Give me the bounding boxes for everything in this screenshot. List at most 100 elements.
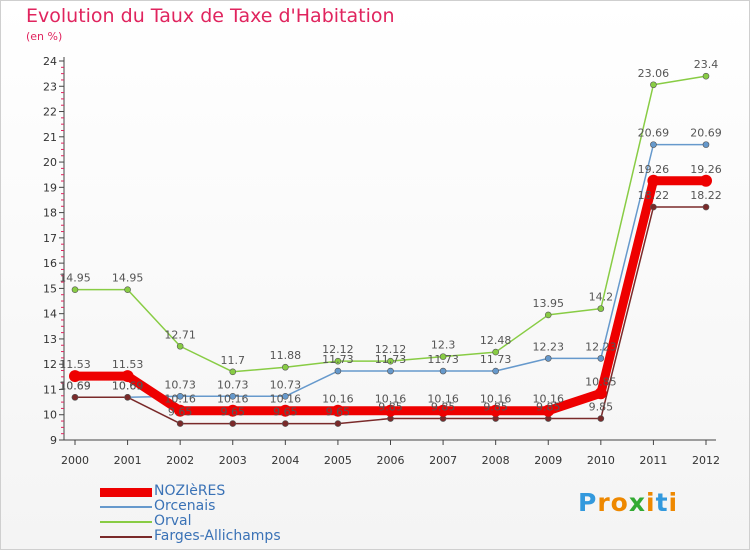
data-label: 9.85	[589, 401, 614, 414]
data-point	[331, 404, 344, 417]
data-point	[176, 420, 184, 427]
y-tick-label: 21	[43, 131, 57, 144]
data-point	[542, 404, 555, 417]
data-point	[279, 404, 292, 417]
legend-label: NOZIèRES	[154, 483, 226, 499]
series-points	[69, 72, 712, 427]
data-label: 12.71	[164, 328, 196, 341]
data-point	[702, 141, 710, 148]
data-label: 20.69	[638, 127, 670, 140]
data-point	[492, 367, 499, 375]
y-tick-label: 24	[43, 55, 57, 68]
data-point	[71, 393, 79, 401]
data-point	[702, 203, 710, 211]
y-tick-label: 18	[43, 207, 57, 220]
data-label: 14.95	[59, 272, 91, 285]
y-tick-label: 9	[50, 434, 57, 447]
data-label: 9.85	[536, 401, 561, 414]
data-label: 12.23	[533, 340, 565, 353]
proxiti-logo: Proxiti	[578, 488, 678, 517]
data-label: 10.73	[217, 378, 249, 391]
data-point	[229, 392, 237, 400]
y-tick-label: 10	[43, 409, 57, 422]
logo-letter: r	[597, 488, 611, 517]
data-label: 10.16	[217, 393, 249, 406]
data-point	[597, 415, 605, 422]
x-tick-label: 2006	[377, 454, 405, 467]
data-point	[174, 404, 187, 417]
data-label: 11.73	[480, 353, 512, 366]
data-label: 11.53	[59, 358, 91, 371]
x-tick-label: 2005	[324, 454, 352, 467]
data-label: 11.88	[270, 349, 302, 362]
legend-swatch	[100, 521, 152, 523]
legend-label: Orcenais	[154, 498, 216, 514]
logo-letter: i	[646, 488, 656, 517]
logo-letter: x	[628, 488, 646, 517]
data-label: 20.69	[690, 127, 722, 140]
data-label: 11.73	[427, 353, 459, 366]
data-point	[69, 370, 81, 383]
x-tick-label: 2000	[61, 454, 89, 467]
x-tick-label: 2010	[587, 454, 615, 467]
data-point	[387, 367, 394, 375]
data-label: 14.95	[112, 272, 144, 285]
data-point	[334, 367, 342, 375]
data-label: 12.12	[375, 343, 407, 356]
y-tick-label: 17	[43, 232, 57, 245]
data-point	[647, 174, 660, 187]
data-label: 12.12	[322, 343, 354, 356]
data-label: 23.06	[638, 67, 670, 80]
y-tick-label: 19	[43, 181, 57, 194]
data-label: 19.26	[638, 163, 670, 176]
data-label: 10.85	[585, 375, 617, 388]
data-label: 9.85	[431, 401, 456, 414]
data-point	[71, 286, 79, 293]
data-label: 12.23	[585, 340, 617, 353]
y-tick-label: 23	[43, 80, 57, 93]
data-label: 13.95	[533, 297, 565, 310]
legend-swatch	[100, 506, 152, 508]
data-point	[650, 141, 657, 148]
data-label: 10.69	[59, 379, 91, 392]
data-label: 9.65	[168, 406, 193, 419]
data-point	[594, 387, 607, 400]
legend-item: Orcenais	[100, 498, 360, 514]
data-point	[384, 404, 397, 417]
data-point	[700, 174, 712, 187]
data-label: 18.22	[690, 189, 722, 202]
x-tick-label: 2008	[482, 454, 510, 467]
data-label: 9.65	[221, 406, 246, 419]
data-point	[650, 203, 657, 211]
data-point	[229, 420, 237, 427]
data-label: 10.69	[112, 379, 144, 392]
data-point	[176, 392, 184, 400]
legend-item: Orval	[100, 513, 360, 529]
data-point	[282, 420, 289, 427]
data-label: 12.48	[480, 334, 512, 347]
x-tick-label: 2011	[639, 454, 667, 467]
y-tick-label: 22	[43, 106, 57, 119]
legend-label: Orval	[154, 513, 192, 529]
x-tick-label: 2012	[692, 454, 720, 467]
line-chart: 9 10 11 12 13 14 15 16 17 18 19 20 21 22 23 24 2000 2001 2…	[43, 55, 722, 467]
y-tick-label: 16	[43, 257, 57, 270]
data-point	[226, 404, 239, 417]
data-point	[489, 404, 502, 417]
data-point	[702, 72, 710, 80]
data-point	[334, 420, 342, 427]
y-tick-label: 14	[43, 308, 57, 321]
data-point	[282, 392, 289, 400]
legend-item: NOZIèRES	[100, 483, 360, 499]
data-point	[597, 305, 605, 312]
y-tick-label: 13	[43, 333, 57, 346]
data-label: 10.16	[270, 393, 302, 406]
data-point	[334, 357, 342, 365]
logo-letter: P	[578, 488, 598, 517]
data-point	[229, 368, 237, 376]
data-label: 18.22	[638, 189, 670, 202]
logo-letter: o	[610, 488, 629, 517]
data-label: 9.65	[273, 406, 298, 419]
data-point	[439, 367, 447, 375]
data-label: 11.73	[322, 353, 354, 366]
